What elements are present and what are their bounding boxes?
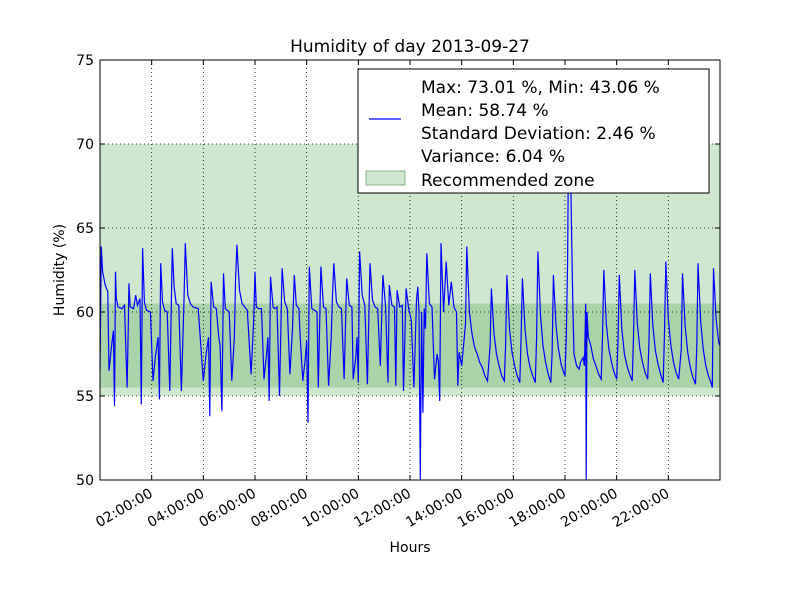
y-tick-label: 65 bbox=[76, 221, 94, 237]
y-axis: 50 55 60 65 70 75 bbox=[76, 53, 720, 489]
legend-box bbox=[357, 68, 710, 194]
y-tick-label: 70 bbox=[76, 137, 94, 153]
legend-series-line-4: Variance: 6.04 % bbox=[421, 147, 565, 167]
legend-series-line-3: Standard Deviation: 2.46 % bbox=[421, 124, 656, 144]
y-axis-label: Humidity (%) bbox=[52, 224, 68, 316]
legend-zone-label: Recommended zone bbox=[421, 171, 595, 191]
legend: Max: 73.01 %, Min: 43.06 % Mean: 58.74 %… bbox=[357, 68, 710, 194]
legend-series-line-1: Max: 73.01 %, Min: 43.06 % bbox=[421, 78, 660, 98]
legend-series-line-2: Mean: 58.74 % bbox=[421, 101, 549, 121]
humidity-series-line bbox=[99, 93, 721, 481]
x-axis-label: Hours bbox=[389, 540, 430, 556]
chart-title: Humidity of day 2013-09-27 bbox=[290, 37, 530, 57]
y-tick-label: 55 bbox=[76, 389, 94, 405]
y-tick-label: 50 bbox=[76, 473, 94, 489]
y-tick-label: 75 bbox=[76, 53, 94, 69]
y-tick-label: 60 bbox=[76, 305, 94, 321]
legend-zone-swatch bbox=[365, 170, 406, 186]
